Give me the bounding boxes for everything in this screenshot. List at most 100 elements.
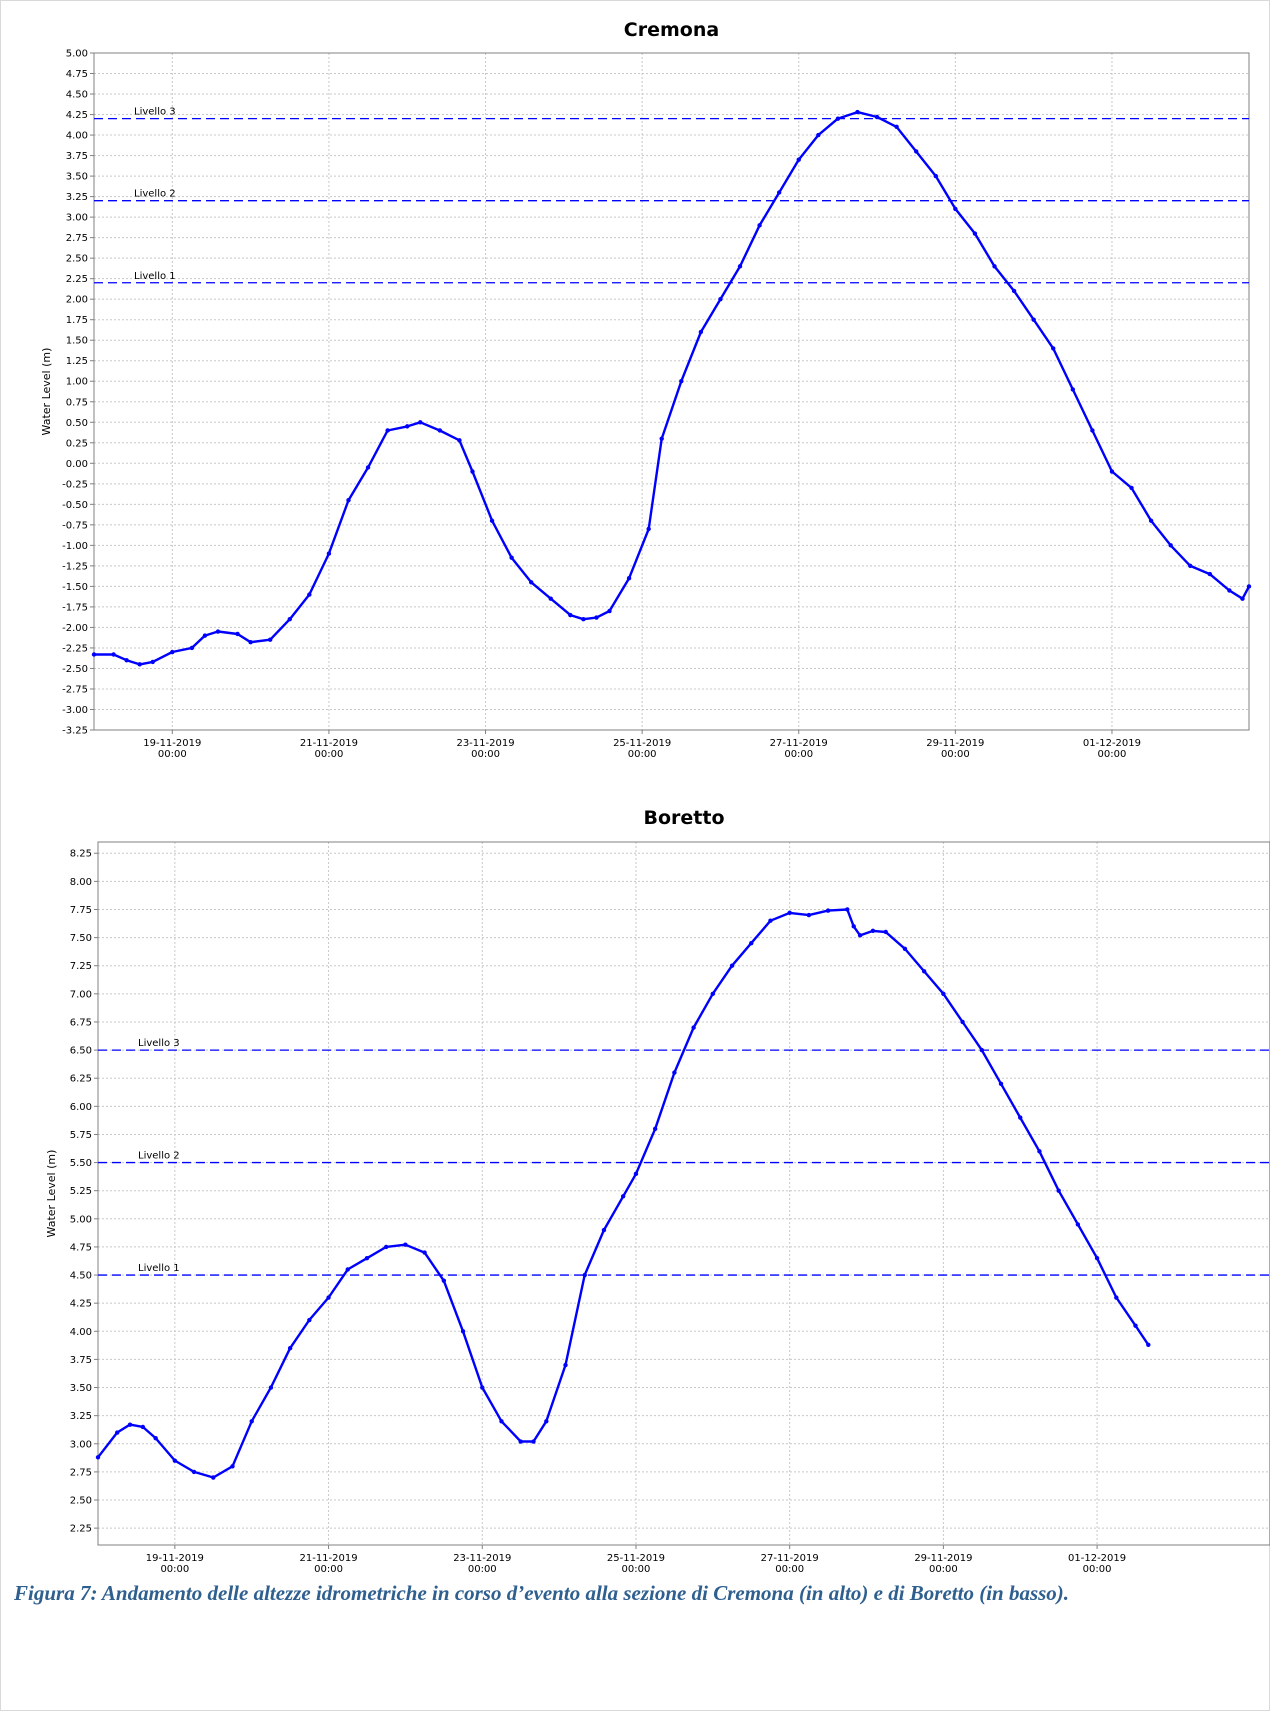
x-tick-label-date: 25-11-2019 <box>613 738 671 749</box>
data-point <box>710 991 716 997</box>
data-point <box>796 157 801 162</box>
y-tick-label: 4.50 <box>66 90 88 101</box>
y-axis-label: Water Level (m) <box>45 1150 58 1238</box>
data-point <box>992 264 997 269</box>
data-point <box>1146 1342 1151 1347</box>
data-point <box>953 206 958 212</box>
data-point <box>620 1194 626 1199</box>
data-point <box>268 1385 274 1390</box>
y-tick-label: 7.75 <box>70 905 92 916</box>
y-axis-label: Water Level (m) <box>40 348 53 436</box>
data-point <box>933 173 938 179</box>
y-tick-label: -2.50 <box>62 664 88 675</box>
y-tick-label: 3.00 <box>66 213 88 224</box>
x-tick-label-time: 00:00 <box>784 749 813 760</box>
y-tick-label: 3.25 <box>66 192 88 203</box>
data-point <box>365 465 371 470</box>
data-point <box>921 969 927 974</box>
data-point <box>150 659 155 665</box>
y-tick-label: 1.25 <box>66 356 88 367</box>
data-point <box>1227 588 1232 593</box>
data-point <box>249 1419 254 1424</box>
data-point <box>499 1419 504 1424</box>
data-point <box>835 116 841 121</box>
data-point <box>1031 317 1036 322</box>
y-tick-label: -3.00 <box>62 705 88 716</box>
series-line <box>94 110 1251 666</box>
data-point <box>816 132 821 138</box>
data-point <box>287 1345 293 1351</box>
x-tick-label-date: 01-12-2019 <box>1083 738 1141 749</box>
data-point <box>563 1362 568 1368</box>
x-tick-label-date: 21-11-2019 <box>299 1553 357 1564</box>
data-point <box>806 912 812 918</box>
y-tick-label: 7.25 <box>70 961 92 972</box>
data-point <box>403 1242 408 1247</box>
data-point <box>1037 1149 1042 1154</box>
y-tick-label: 4.75 <box>70 1242 92 1253</box>
data-point <box>1075 1222 1081 1227</box>
y-tick-label: 2.75 <box>70 1467 92 1478</box>
data-point <box>95 1455 101 1460</box>
data-point <box>287 617 292 622</box>
data-point <box>457 438 462 443</box>
data-point <box>115 1430 120 1435</box>
y-tick-label: 4.75 <box>66 69 88 80</box>
data-point <box>601 1227 607 1233</box>
y-tick-label: -2.25 <box>62 643 88 654</box>
y-tick-label: 2.75 <box>66 233 88 244</box>
y-tick-label: 3.75 <box>70 1355 92 1366</box>
y-tick-label: 8.00 <box>70 877 92 888</box>
x-tick-label-time: 00:00 <box>775 1564 804 1575</box>
x-tick-label-date: 19-11-2019 <box>146 1553 204 1564</box>
data-point <box>124 658 129 663</box>
data-point <box>1109 469 1115 474</box>
data-point <box>489 518 495 523</box>
data-point <box>749 941 754 946</box>
data-point <box>172 1458 178 1463</box>
y-tick-label: 6.25 <box>70 1074 92 1085</box>
y-tick-label: -0.25 <box>62 479 88 490</box>
y-tick-label: 2.50 <box>70 1496 92 1507</box>
data-point <box>698 329 704 335</box>
data-point <box>1148 518 1154 523</box>
data-point <box>1188 563 1193 569</box>
data-point <box>1011 288 1017 294</box>
data-point <box>437 428 443 433</box>
data-point <box>248 639 253 645</box>
x-tick-label-time: 00:00 <box>622 1564 651 1575</box>
y-tick-label: 6.00 <box>70 1102 92 1113</box>
data-point <box>737 264 743 269</box>
data-point <box>941 991 946 997</box>
y-tick-label: 5.50 <box>70 1158 92 1169</box>
data-point <box>729 963 735 968</box>
data-point <box>1114 1295 1119 1300</box>
data-point <box>1018 1115 1023 1120</box>
y-tick-label: -2.75 <box>62 684 88 695</box>
x-tick-label-date: 23-11-2019 <box>456 738 514 749</box>
chart-boretto: Boretto 2.25 2.50 2.75 3.00 3.25 3.50 3.75 4.00 4… <box>45 807 1270 1575</box>
y-tick-label: -1.25 <box>62 561 88 572</box>
data-point <box>776 190 782 195</box>
y-tick-label: 5.00 <box>66 49 88 60</box>
y-tick-label: -0.75 <box>62 520 88 531</box>
data-point <box>211 1475 216 1480</box>
data-point <box>646 526 651 532</box>
data-point <box>757 223 762 228</box>
y-tick-label: 0.00 <box>66 459 88 470</box>
threshold-label: Livello 2 <box>138 1151 180 1162</box>
threshold-label: Livello 3 <box>134 107 176 118</box>
data-point <box>718 296 723 302</box>
y-tick-label: 5.00 <box>70 1214 92 1225</box>
x-tick-label-time: 00:00 <box>628 749 657 760</box>
plot-area-frame <box>93 52 1250 731</box>
data-point <box>1090 428 1095 433</box>
data-point <box>307 1317 312 1323</box>
data-point <box>544 1419 549 1424</box>
data-point <box>418 420 423 425</box>
y-tick-label: -3.25 <box>62 726 88 737</box>
data-point <box>422 1250 427 1255</box>
data-point <box>1246 584 1252 589</box>
data-point <box>672 1070 677 1075</box>
data-point <box>91 652 97 657</box>
